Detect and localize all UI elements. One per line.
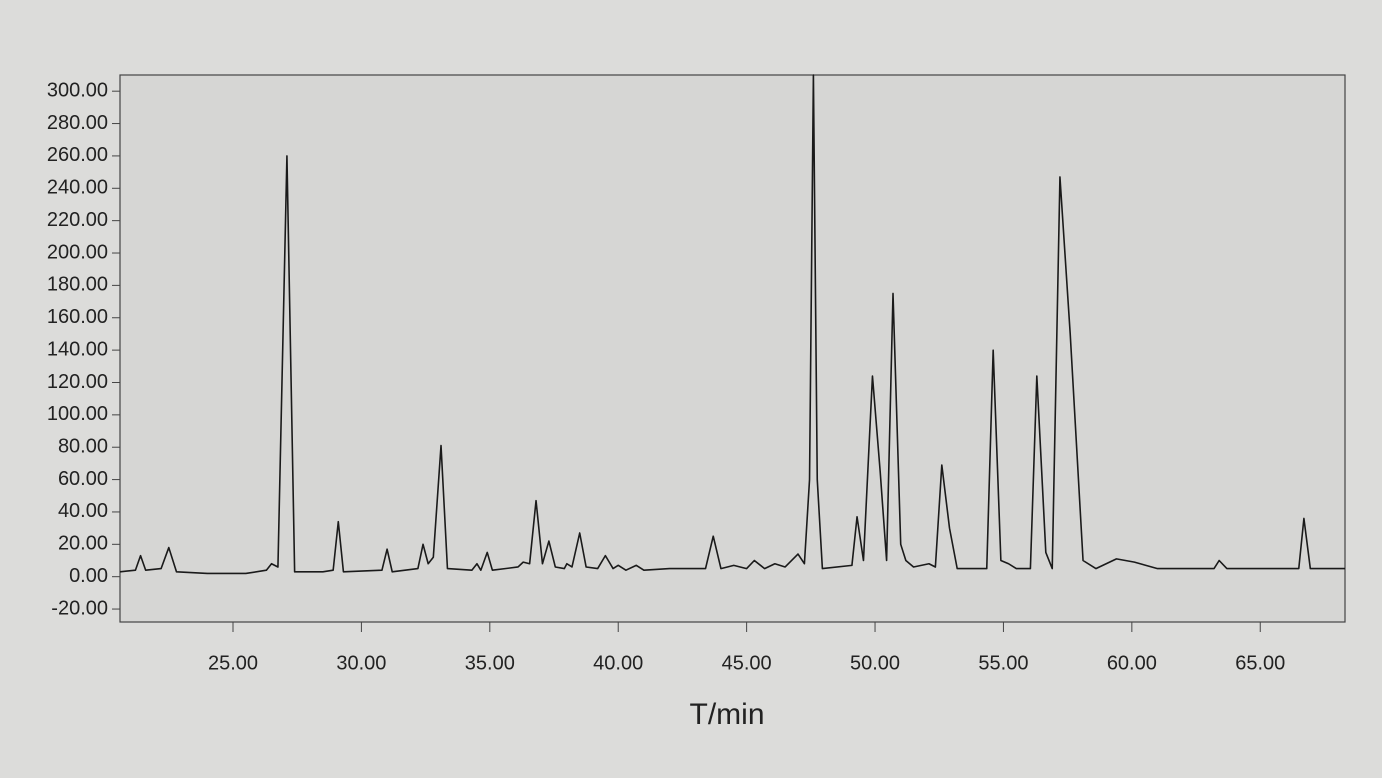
- y-tick-label: 240.00: [47, 177, 108, 199]
- y-tick-label: 200.00: [47, 241, 108, 263]
- y-tick-label: 60.00: [58, 468, 108, 490]
- y-tick-label: 260.00: [47, 144, 108, 166]
- plot-frame: [119, 74, 1346, 623]
- y-tick-label: 140.00: [47, 338, 108, 360]
- x-tick-label: 65.00: [1235, 652, 1285, 674]
- chromatogram-line: [119, 74, 1345, 575]
- x-axis-label: T/min: [690, 698, 765, 731]
- y-tick-label: 180.00: [47, 274, 108, 296]
- x-tick-label: 35.00: [465, 652, 515, 674]
- y-tick-label: 20.00: [58, 533, 108, 555]
- y-tick-label: 280.00: [47, 112, 108, 134]
- x-tick-label: 60.00: [1107, 652, 1157, 674]
- y-tick-label: 100.00: [47, 403, 108, 425]
- x-tick-label: 30.00: [336, 652, 386, 674]
- x-tick-label: 45.00: [722, 652, 772, 674]
- y-tick-label: 0.00: [69, 565, 108, 587]
- x-tick-label: 25.00: [208, 652, 258, 674]
- y-tick-label: 220.00: [47, 209, 108, 231]
- y-tick-label: 160.00: [47, 306, 108, 328]
- y-tick-label: 80.00: [58, 436, 108, 458]
- x-tick-label: 40.00: [593, 652, 643, 674]
- y-tick-label: 40.00: [58, 500, 108, 522]
- y-tick-label: -20.00: [51, 597, 108, 619]
- y-tick-label: 120.00: [47, 371, 108, 393]
- x-tick-label: 55.00: [978, 652, 1028, 674]
- y-tick-label: 300.00: [47, 79, 108, 101]
- x-tick-label: 50.00: [850, 652, 900, 674]
